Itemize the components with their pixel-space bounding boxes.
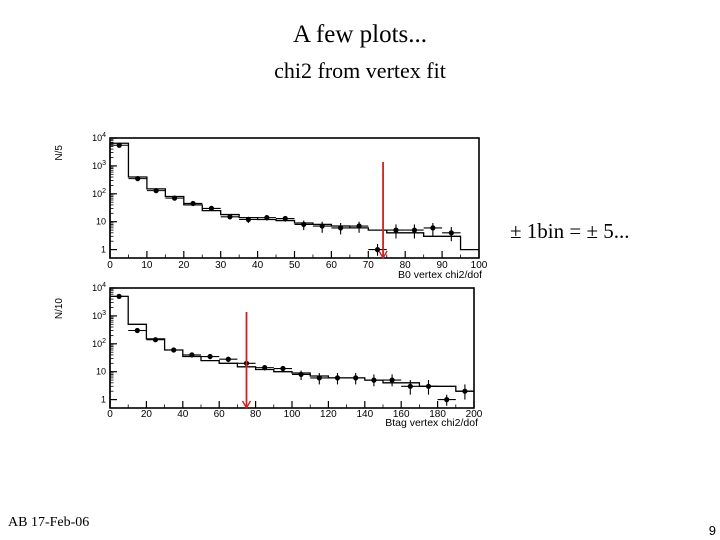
data-point (312, 221, 332, 233)
data-point (368, 243, 387, 256)
x-tick-label: 30 (215, 260, 227, 271)
y-axis-label: N/10 (54, 298, 65, 320)
data-point (255, 365, 274, 371)
cut-arrow (241, 312, 252, 410)
data-point (419, 380, 438, 395)
data-point (219, 356, 238, 363)
data-point (165, 195, 184, 201)
x-tick-label: 0 (107, 409, 113, 420)
data-point (257, 215, 277, 221)
y-tick-label: 1 (101, 395, 106, 405)
data-point (442, 226, 461, 242)
x-tick-label: 60 (326, 260, 338, 271)
y-tick-label: 102 (92, 338, 106, 349)
data-point (437, 394, 456, 406)
mc-histogram (109, 142, 479, 258)
x-tick-label: 40 (177, 409, 189, 420)
data-point (383, 374, 402, 387)
x-axis-label: B0 vertex chi2/dof (398, 269, 482, 281)
x-axis-label: Btag vertex chi2/dof (385, 417, 478, 429)
x-tick-label: 90 (437, 260, 449, 271)
data-point (182, 352, 201, 358)
data-point (202, 205, 221, 212)
cut-arrow (378, 162, 388, 260)
data-point (423, 222, 443, 237)
y-tick-label: 10 (96, 367, 106, 377)
y-tick-label: 103 (92, 160, 106, 171)
data-point (273, 365, 292, 372)
data-point (183, 200, 203, 207)
page-number: 9 (708, 523, 716, 538)
y-axis-label: N/5 (54, 145, 65, 161)
x-tick-label: 100 (284, 409, 301, 420)
chart-panel-2: 104 103 102 10 10 20 40 60 80 100 120 140 160 180 200B… (54, 282, 483, 429)
bin-note: ± 1bin = ± 5... (510, 219, 630, 243)
data-point (146, 337, 165, 343)
x-tick-label: 20 (178, 260, 190, 271)
y-tick-label: 1 (101, 245, 106, 255)
x-tick-label: 40 (252, 260, 264, 271)
y-tick-label: 104 (92, 282, 106, 293)
y-tick-label: 104 (92, 132, 106, 143)
data-point (405, 224, 424, 239)
data-point (146, 188, 166, 194)
data-point (331, 222, 350, 235)
data-point (110, 142, 129, 148)
x-tick-label: 60 (214, 409, 226, 420)
x-tick-label: 100 (471, 260, 488, 271)
x-tick-label: 20 (141, 409, 153, 420)
x-tick-label: 120 (320, 409, 337, 420)
x-tick-label: 10 (141, 260, 153, 271)
slide-subtitle: chi2 from vertex fit (274, 58, 446, 83)
data-point (128, 327, 147, 334)
x-tick-label: 50 (289, 260, 301, 271)
y-tick-label: 102 (92, 188, 106, 199)
data-point (220, 214, 240, 220)
data-point (364, 374, 383, 387)
data-point (164, 347, 183, 353)
footer-author-date: AB 17-Feb-06 (8, 515, 90, 530)
y-tick-label: 103 (92, 310, 106, 321)
data-point (349, 221, 369, 233)
data-point (386, 224, 406, 239)
x-tick-label: 180 (429, 409, 446, 420)
data-point (346, 372, 365, 385)
mc-histogram (109, 295, 474, 408)
data-point (239, 216, 258, 223)
data-point (110, 293, 129, 299)
x-tick-label: 70 (363, 260, 375, 271)
data-point (128, 176, 147, 182)
x-tick-label: 160 (393, 409, 410, 420)
data-point (455, 384, 474, 400)
x-tick-label: 140 (356, 409, 373, 420)
x-tick-label: 0 (107, 260, 113, 271)
data-point (292, 370, 311, 381)
x-tick-label: 80 (250, 409, 262, 420)
data-point (276, 215, 295, 222)
slide-title: A few plots... (292, 21, 428, 48)
x-tick-label: 200 (466, 409, 483, 420)
data-point (401, 380, 420, 395)
x-tick-label: 80 (400, 260, 412, 271)
data-point (294, 220, 313, 231)
y-tick-label: 10 (96, 217, 106, 227)
data-point (328, 372, 347, 385)
data-point (201, 353, 220, 360)
data-point (310, 372, 329, 385)
